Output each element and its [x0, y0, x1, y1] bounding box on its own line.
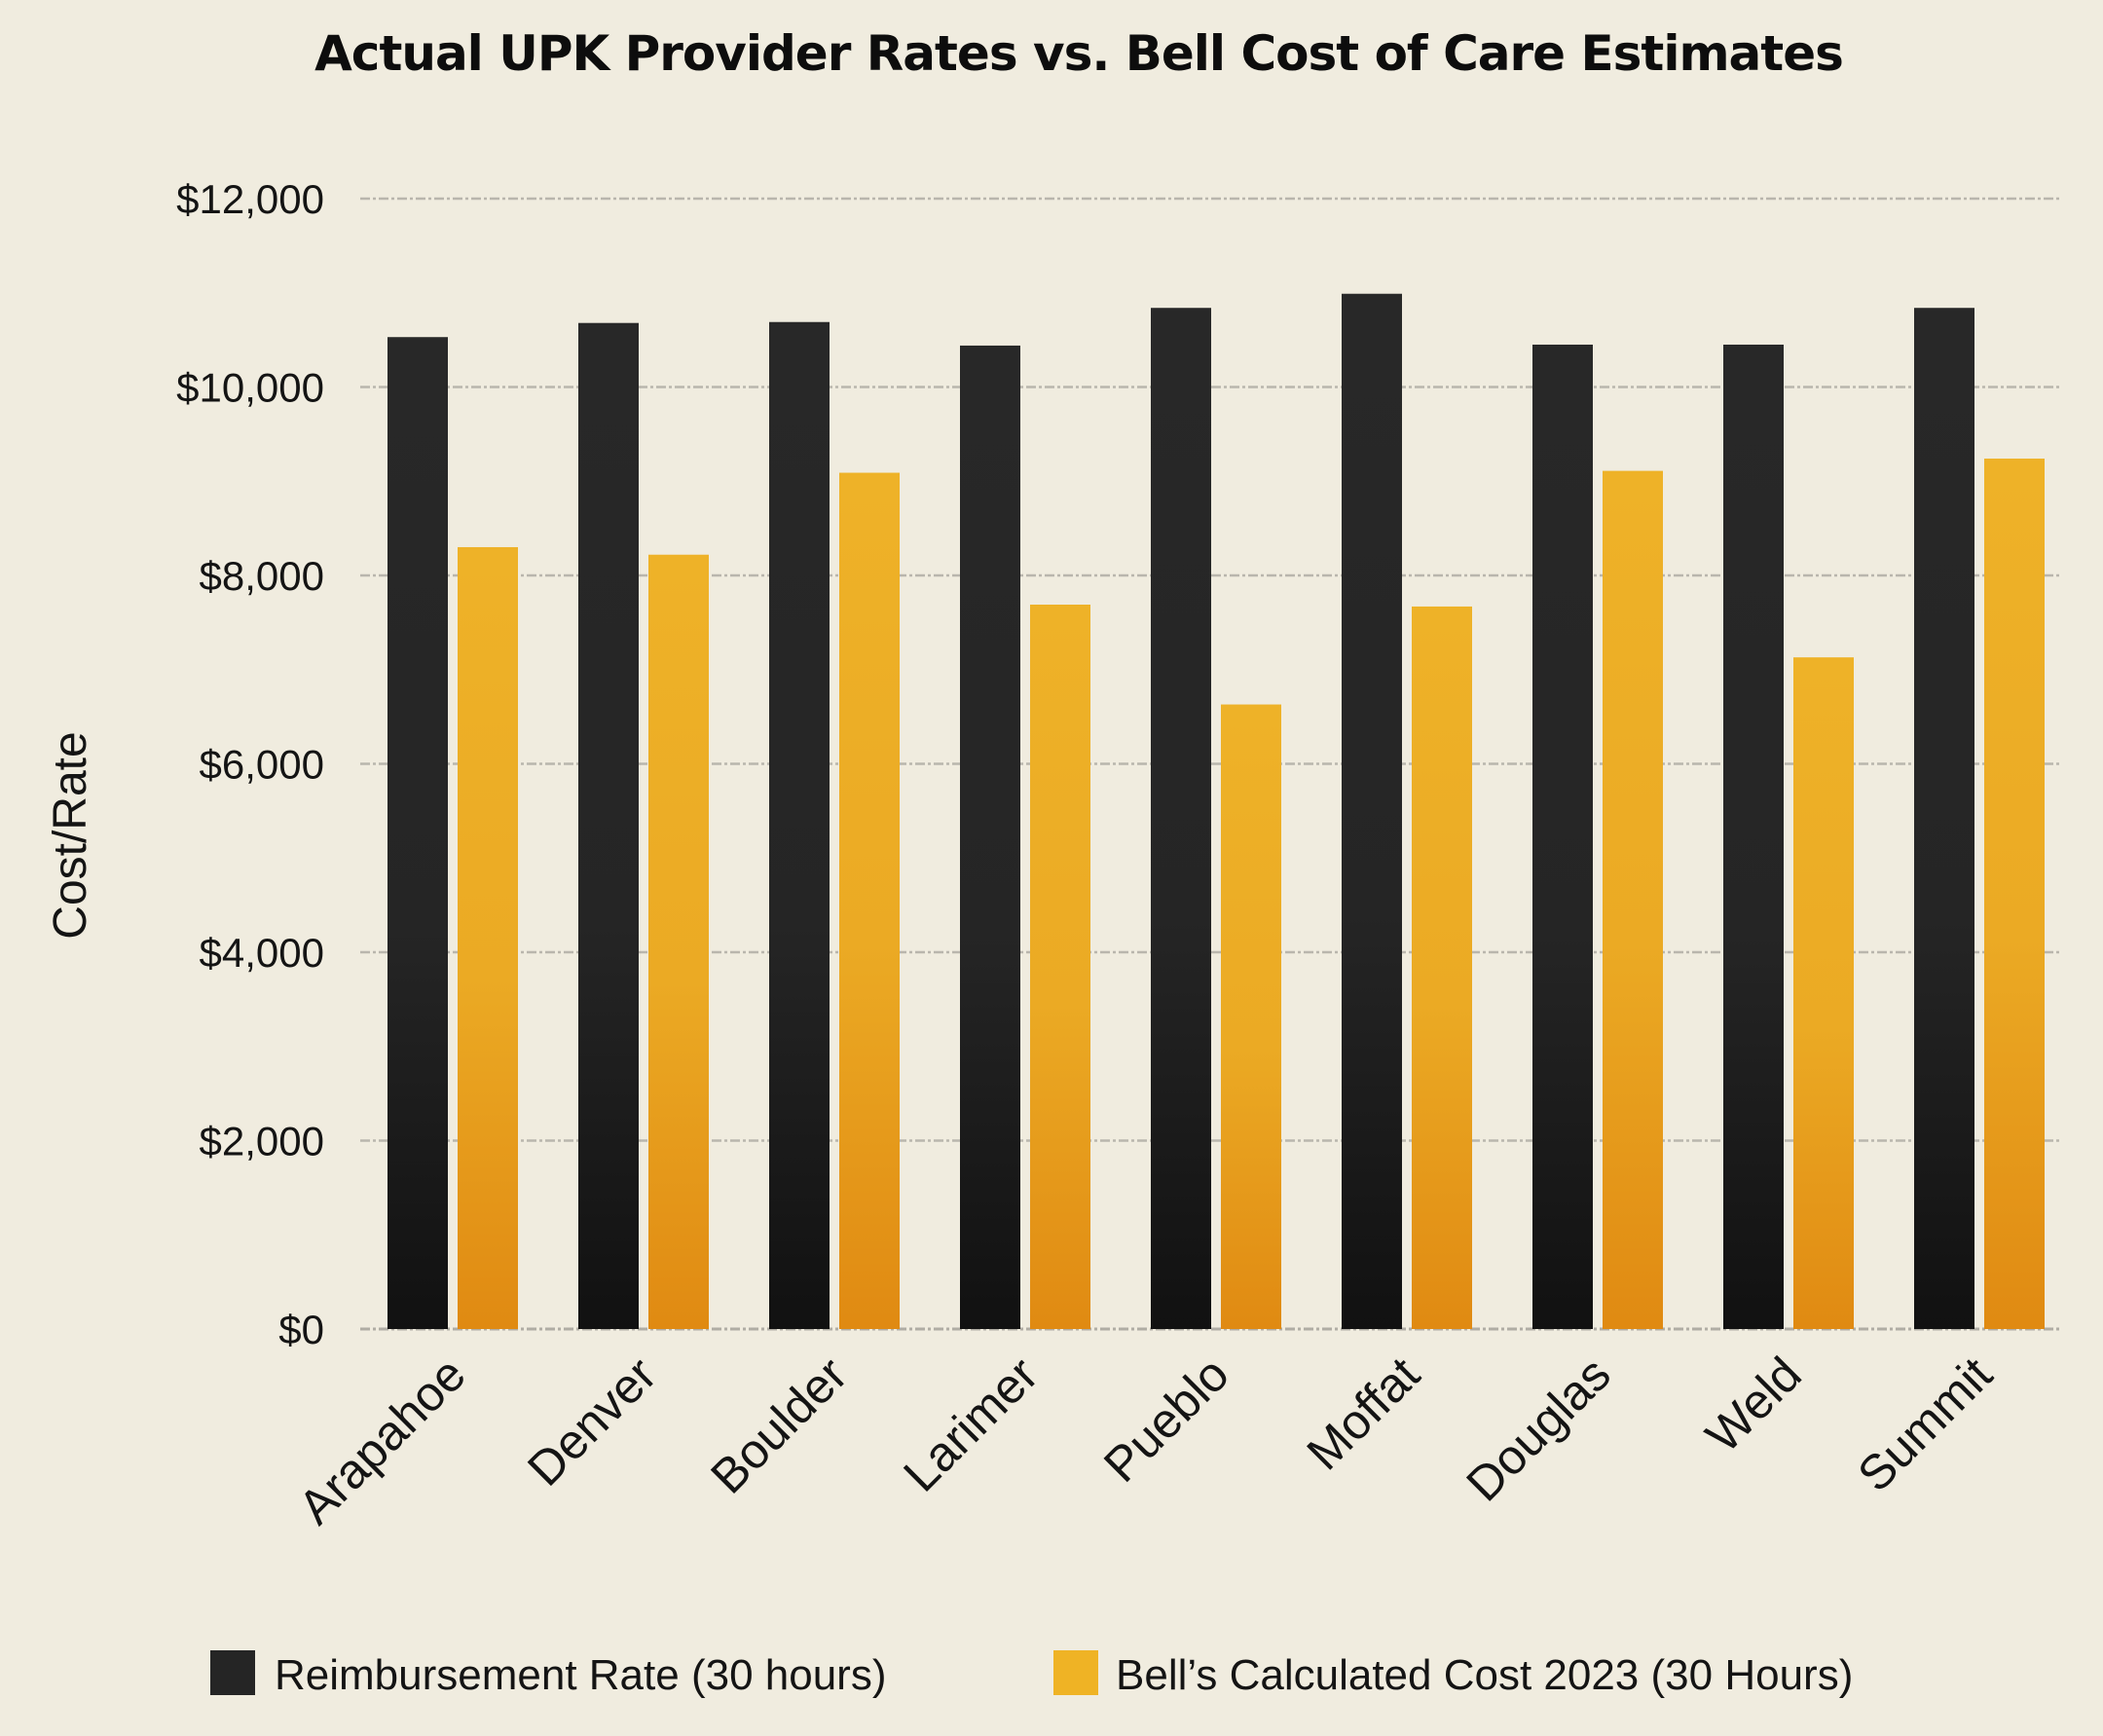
bar-reimbursement-rate-arapahoe [387, 337, 448, 1329]
bar-bells-calculated-cost-larimer [1030, 604, 1090, 1329]
bar-group-moffat [1342, 293, 1472, 1329]
x-tick-label-weld: Weld [1695, 1347, 1812, 1463]
x-tick-label-arapahoe: Arapahoe [288, 1347, 476, 1534]
bar-reimbursement-rate-boulder [769, 321, 830, 1330]
bar-group-arapahoe [387, 337, 518, 1329]
bar-group-weld [1723, 344, 1854, 1329]
x-axis-category-labels: Arapahoe Denver Boulder Larimer Pueblo Moffat… [288, 1347, 2003, 1534]
bar-bells-calculated-cost-pueblo [1221, 704, 1281, 1329]
bar-group-pueblo [1151, 308, 1281, 1330]
bars [387, 293, 2045, 1330]
bar-group-larimer [960, 345, 1090, 1329]
x-tick-label-moffat: Moffat [1297, 1347, 1430, 1480]
bar-bells-calculated-cost-denver [648, 554, 709, 1329]
x-tick-label-denver: Denver [517, 1347, 667, 1496]
y-tick-label-10000: $10,000 [176, 365, 324, 411]
y-axis-label: Cost/Rate [45, 731, 96, 939]
bar-bells-calculated-cost-boulder [839, 472, 900, 1330]
x-tick-label-pueblo: Pueblo [1093, 1347, 1239, 1493]
legend-label-reimbursement-rate: Reimbursement Rate (30 hours) [275, 1651, 886, 1699]
bar-reimbursement-rate-weld [1723, 344, 1784, 1329]
x-tick-label-douglas: Douglas [1456, 1347, 1620, 1511]
legend-swatch-reimbursement-rate [210, 1650, 255, 1695]
chart-title: Actual UPK Provider Rates vs. Bell Cost … [314, 25, 1843, 82]
bar-group-summit [1914, 308, 2045, 1330]
bar-reimbursement-rate-douglas [1532, 344, 1593, 1329]
x-tick-label-larimer: Larimer [893, 1347, 1048, 1501]
bar-group-denver [578, 322, 709, 1330]
legend-label-bells-calculated-cost: Bell’s Calculated Cost 2023 (30 Hours) [1116, 1651, 1853, 1699]
y-tick-label-4000: $4,000 [200, 930, 324, 976]
bar-group-boulder [769, 321, 900, 1330]
y-tick-label-2000: $2,000 [200, 1119, 324, 1164]
bar-reimbursement-rate-summit [1914, 308, 1974, 1330]
y-tick-label-6000: $6,000 [200, 742, 324, 788]
bar-reimbursement-rate-pueblo [1151, 308, 1211, 1330]
y-tick-label-0: $0 [278, 1307, 324, 1352]
bar-bells-calculated-cost-moffat [1412, 606, 1472, 1329]
y-tick-label-12000: $12,000 [176, 176, 324, 222]
x-tick-label-summit: Summit [1847, 1347, 2002, 1501]
bar-group-douglas [1532, 344, 1663, 1329]
y-axis-ticks: $0 $2,000 $4,000 $6,000 $8,000 $10,000 $12,000 [176, 176, 324, 1352]
legend-item-reimbursement-rate: Reimbursement Rate (30 hours) [210, 1650, 886, 1699]
bar-bells-calculated-cost-weld [1793, 657, 1854, 1329]
y-tick-label-8000: $8,000 [200, 553, 324, 599]
legend-swatch-bells-calculated-cost [1053, 1650, 1098, 1695]
legend-item-bells-calculated-cost: Bell’s Calculated Cost 2023 (30 Hours) [1053, 1650, 1853, 1699]
bar-reimbursement-rate-larimer [960, 345, 1020, 1329]
bar-reimbursement-rate-denver [578, 322, 639, 1330]
bar-bells-calculated-cost-arapahoe [458, 546, 518, 1329]
bar-bells-calculated-cost-douglas [1603, 470, 1663, 1329]
legend: Reimbursement Rate (30 hours) Bell’s Cal… [210, 1650, 1853, 1699]
bar-reimbursement-rate-moffat [1342, 293, 1402, 1329]
x-tick-label-boulder: Boulder [700, 1347, 857, 1503]
bar-bells-calculated-cost-summit [1984, 459, 2045, 1329]
